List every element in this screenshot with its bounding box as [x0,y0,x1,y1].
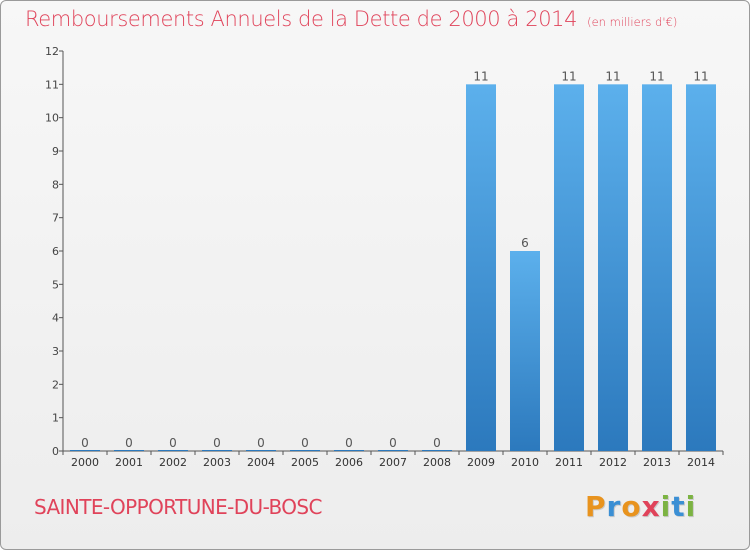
chart-title-text: Remboursements Annuels de la Dette de 20… [25,7,578,31]
data-label: 0 [169,436,177,450]
x-tick-label: 2010 [511,456,539,469]
x-tick-label: 2005 [291,456,319,469]
y-tick-label: 9 [52,145,59,158]
bar [378,450,408,451]
y-tick-label: 2 [52,378,59,391]
y-tick-label: 5 [52,278,59,291]
x-tick-label: 2000 [71,456,99,469]
data-label: 0 [301,436,309,450]
bar [554,84,584,451]
bar [334,450,364,451]
logo-letter: o [621,490,642,523]
bar [686,84,716,451]
data-label: 6 [521,236,529,250]
logo-letter: i [685,490,697,523]
y-tick-label: 10 [45,112,59,125]
x-tick-label: 2002 [159,456,187,469]
y-tick-label: 6 [52,245,59,258]
logo-letter: r [606,490,622,523]
bar [202,450,232,451]
y-tick-label: 12 [45,45,59,58]
data-label: 11 [693,69,708,83]
x-tick-label: 2001 [115,456,143,469]
x-tick-label: 2003 [203,456,231,469]
x-tick-label: 2011 [555,456,583,469]
logo-letter: t [671,490,686,523]
bar [422,450,452,451]
data-label: 11 [649,69,664,83]
data-label: 0 [213,436,221,450]
data-label: 0 [125,436,133,450]
bar [114,450,144,451]
x-tick-label: 2014 [687,456,715,469]
y-tick-label: 3 [52,345,59,358]
bar [158,450,188,451]
x-tick-label: 2012 [599,456,627,469]
commune-name: SAINTE-OPPORTUNE-DU-BOSC [34,495,322,519]
bar [466,84,496,451]
bar [598,84,628,451]
x-tick-label: 2007 [379,456,407,469]
x-tick-label: 2006 [335,456,363,469]
y-tick-label: 0 [52,445,59,458]
data-label: 0 [81,436,89,450]
logo-letter: x [641,490,661,523]
chart-subtitle: (en milliers d'€) [587,15,678,29]
proxiti-logo: Proxiti [585,490,696,523]
data-label: 11 [561,69,576,83]
bar [246,450,276,451]
y-tick-label: 8 [52,178,59,191]
x-tick-label: 2008 [423,456,451,469]
bar [290,450,320,451]
data-label: 0 [433,436,441,450]
y-tick-label: 7 [52,212,59,225]
logo-letter: i [660,490,672,523]
bar [642,84,672,451]
data-label: 0 [345,436,353,450]
bar [70,450,100,451]
logo-letter: P [585,490,607,523]
data-label: 0 [389,436,397,450]
x-tick-label: 2013 [643,456,671,469]
x-tick-label: 2009 [467,456,495,469]
data-label: 11 [473,69,488,83]
y-tick-label: 11 [45,78,59,91]
data-label: 11 [605,69,620,83]
data-label: 0 [257,436,265,450]
x-tick-label: 2004 [247,456,275,469]
chart-title: Remboursements Annuels de la Dette de 20… [25,7,677,31]
y-tick-label: 4 [52,312,59,325]
y-tick-label: 1 [52,412,59,425]
bar [510,251,540,451]
